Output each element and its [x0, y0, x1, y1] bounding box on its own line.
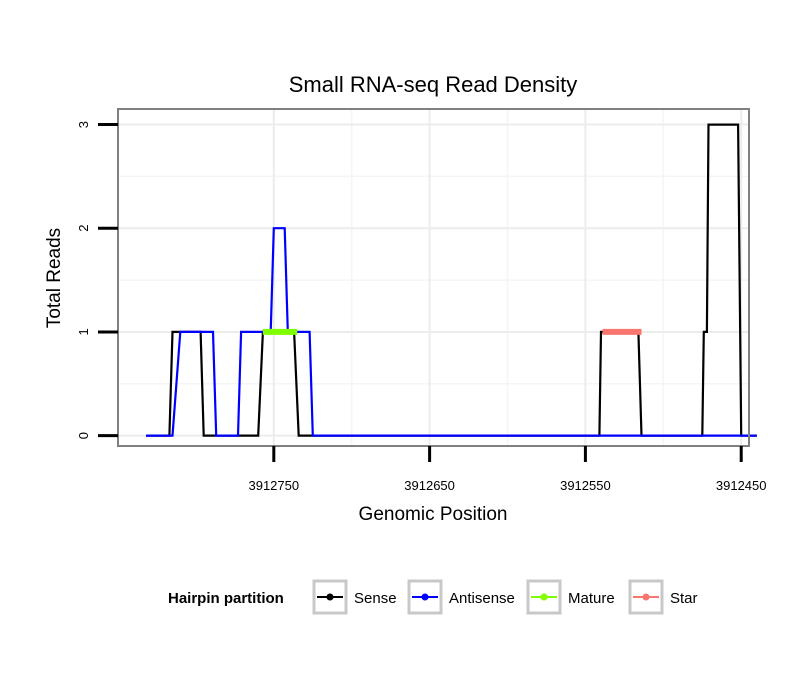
legend-label-mature: Mature	[568, 590, 615, 607]
y-tick-label: 3	[76, 121, 91, 128]
y-tick-label: 0	[76, 432, 91, 439]
x-tick-label: 3912550	[560, 478, 611, 493]
x-tick-label: 3912650	[404, 478, 455, 493]
legend-key-point	[326, 593, 334, 601]
plot-panel	[118, 109, 749, 446]
x-axis: 3912750 3912650 3912550 3912450	[248, 446, 767, 493]
x-tick-label: 3912750	[248, 478, 299, 493]
y-axis-title: Total Reads	[44, 228, 65, 328]
legend-key-point	[421, 593, 429, 601]
legend-label-sense: Sense	[354, 590, 397, 607]
series-line-sense	[146, 123, 757, 437]
x-axis-title: Genomic Position	[359, 504, 508, 525]
series-line-antisense	[146, 227, 757, 437]
legend: Hairpin partition Sense Antisense Mature St…	[168, 579, 698, 615]
x-tick-label: 3912450	[716, 478, 767, 493]
legend-label-star: Star	[670, 590, 698, 607]
y-tick-label: 2	[76, 225, 91, 232]
minor-gridlines	[118, 109, 749, 446]
y-tick-label: 1	[76, 328, 91, 335]
legend-title: Hairpin partition	[168, 590, 284, 607]
plot-border	[117, 108, 750, 447]
series-layer	[146, 123, 757, 437]
y-axis: 0 1 2 3	[76, 121, 118, 439]
legend-key-point	[642, 593, 650, 601]
chart-title: Small RNA-seq Read Density	[289, 72, 578, 97]
legend-key-point	[540, 593, 548, 601]
legend-label-antisense: Antisense	[449, 590, 515, 607]
